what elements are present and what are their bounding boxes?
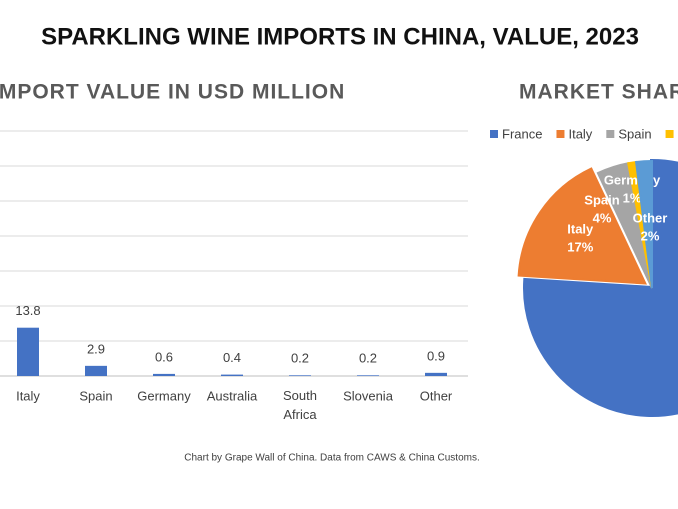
x-tick-label: Australia (207, 388, 258, 403)
legend-swatch (556, 130, 565, 138)
legend-swatch (665, 130, 674, 138)
x-tick-label: South Africa (283, 388, 317, 422)
pie-slice (523, 158, 678, 417)
value-label: 0.2 (291, 351, 309, 366)
legend-label: Spain (618, 126, 651, 141)
pie-slice (634, 159, 653, 289)
slice-label: Spain (584, 192, 619, 207)
slice-value: 2% (641, 228, 660, 243)
legend-swatch (606, 130, 615, 138)
x-tick-label: Germany (137, 388, 191, 403)
slice-value: 17% (567, 240, 593, 255)
legend-label: France (502, 126, 542, 141)
pie-chart-title: MARKET SHARE (519, 81, 678, 104)
value-label: 0.6 (155, 349, 173, 364)
chart-title: SPARKLING WINE IMPORTS IN CHINA, VALUE, … (41, 23, 639, 50)
bar (425, 372, 447, 376)
slice-label: Italy (567, 222, 594, 237)
x-tick-label: Spain (79, 388, 112, 403)
bar (85, 365, 107, 376)
legend-swatch (490, 130, 498, 138)
bar (17, 327, 39, 376)
bar (153, 373, 175, 376)
slice-value: 1% (623, 190, 642, 205)
bar (289, 375, 311, 376)
bar (357, 375, 379, 376)
x-tick-label: Slovenia (343, 388, 394, 403)
x-tick-label: Other (420, 388, 453, 403)
bar-chart-title: IMPORT VALUE IN USD MILLION (0, 81, 345, 104)
value-label: 0.9 (427, 348, 445, 363)
value-label: 0.2 (359, 351, 377, 366)
value-label: 13.8 (15, 303, 40, 318)
x-tick-label: Italy (16, 388, 40, 403)
value-label: 0.4 (223, 350, 241, 365)
slice-label: Other (633, 210, 668, 225)
pie-slice (517, 167, 648, 285)
bar (221, 374, 243, 376)
source-note: Chart by Grape Wall of China. Data from … (184, 453, 479, 464)
value-label: 2.9 (87, 341, 105, 356)
legend-label: Italy (568, 126, 592, 141)
slice-value: 4% (593, 210, 612, 225)
